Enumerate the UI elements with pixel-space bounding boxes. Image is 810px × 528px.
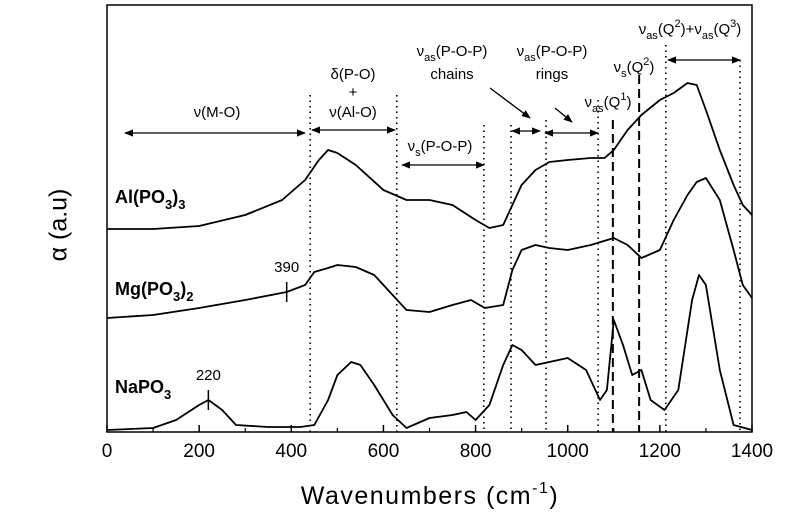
text-part: ν [408,138,416,155]
text-part: rings [536,66,569,83]
text-part: ν [417,43,425,60]
text-part: 3 [730,18,736,30]
text-part: s [415,147,421,159]
x-axis-title: Wavenumbers (cm-1) [301,480,559,510]
x-tick-label: 1200 [639,441,681,462]
x-tick-label: 600 [368,441,400,462]
pointer-arrow [554,107,573,123]
series-label: Al(PO3)3 [115,187,185,212]
x-tick-label: 200 [183,441,215,462]
text-part: ν [517,43,525,60]
text-part: ) [549,482,559,510]
text-part: 1 [620,91,626,103]
text-part: (P-O-P) [421,138,473,155]
x-tick-label: 800 [460,441,492,462]
text-part: as [524,52,536,64]
text-part: as [424,52,436,64]
x-tick-label: 400 [275,441,307,462]
text-part: as [646,30,658,42]
x-tick-label: 1000 [547,441,589,462]
text-part: ν(Al-O) [329,104,377,121]
text-part: ) [649,59,654,76]
text-part: + [349,84,358,101]
band-annotation: ν(M-O) [194,104,241,121]
spectrum-line [106,177,753,319]
text-part: chains [430,66,473,83]
text-part: ) [626,94,631,111]
text-part: (Q [714,21,731,38]
text-part: (P-O-P) [536,43,588,60]
text-part: 3 [173,289,180,304]
text-part: NaPO [115,377,164,397]
text-part: (Q [604,94,621,111]
pointer-arrow [489,87,531,119]
text-part: 2 [674,18,680,30]
text-part: 3 [164,387,171,402]
text-part: ) [172,187,178,207]
peak-label: 390 [274,259,299,276]
peak-label: 220 [196,367,221,384]
series-label: Mg(PO3)2 [115,279,193,304]
band-annotation: chains [430,66,473,83]
band-annotation: δ(P-O) [330,66,375,83]
band-annotation: νs(Q2) [614,56,655,80]
text-part: (Q [627,59,644,76]
band-annotation: νas(P-O-P) [417,43,488,64]
band-annotation: νs(P-O-P) [408,138,473,159]
text-part: 3 [165,197,172,212]
band-annotation: ν(Al-O) [329,104,377,121]
text-part: (P-O-P) [436,43,488,60]
text-part: 3 [178,197,185,212]
spectrum-line [106,274,753,431]
text-part: ν [614,59,622,76]
text-part: ν [585,94,593,111]
text-part: -1 [532,480,549,497]
text-part: ) [736,21,741,38]
text-part: 2 [643,56,649,68]
text-part: δ(P-O) [330,66,375,83]
text-part: s [621,68,627,80]
text-part: Wavenumbers (cm [301,482,532,510]
text-part: Al(PO [115,187,165,207]
x-tick-label: 0 [102,441,113,462]
text-part: ν(M-O) [194,104,241,121]
text-part: 2 [186,289,193,304]
band-annotation: νas(P-O-P) [517,43,588,64]
band-annotation: rings [536,66,569,83]
series-label: NaPO3 [115,377,171,402]
text-part: ) [180,279,186,299]
x-tick-label: 1400 [731,441,773,462]
text-part: Mg(PO [115,279,173,299]
band-annotation: νas(Q1) [585,91,632,115]
text-part: as [592,103,604,115]
band-annotation: + [349,84,358,101]
text-part: as [702,30,714,42]
y-axis-title: α (a.u) [45,189,73,262]
text-part: ν [639,21,647,38]
spectrum-line [107,82,753,230]
text-part: (Q [658,21,675,38]
text-part: )+ν [681,21,702,38]
band-annotation: νas(Q2)+νas(Q3) [639,18,742,42]
